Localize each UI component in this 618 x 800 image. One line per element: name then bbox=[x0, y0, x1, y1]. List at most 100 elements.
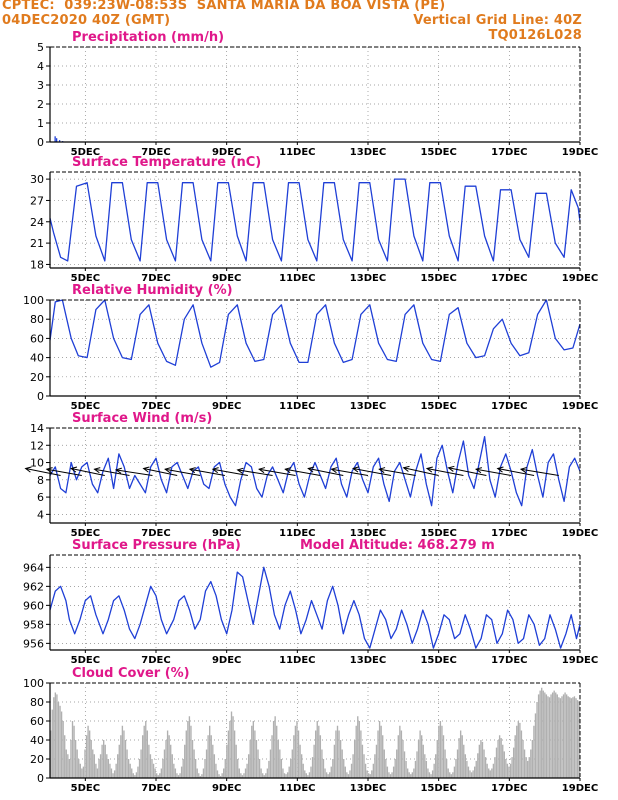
cloud-bar bbox=[336, 725, 339, 778]
wind-arrow-head bbox=[425, 466, 433, 473]
cloud-bar bbox=[528, 757, 530, 778]
panel-1: Surface Temperature (nC) 18 21 24 27 30 5DEC 7D… bbox=[30, 155, 598, 284]
cloud-bar bbox=[313, 744, 315, 778]
cloud-bar bbox=[527, 760, 529, 778]
cloud-bar bbox=[255, 740, 258, 778]
cloud-bar bbox=[383, 749, 385, 778]
cloud-bar bbox=[453, 766, 456, 778]
wind-arrow bbox=[46, 468, 82, 476]
cloud-bar bbox=[498, 735, 501, 778]
cloud-bar bbox=[502, 744, 504, 778]
cloud-bar bbox=[475, 760, 477, 778]
x-tick-label: 15DEC bbox=[420, 273, 456, 284]
cloud-bar bbox=[399, 725, 401, 778]
wind-arrow bbox=[476, 468, 512, 476]
cloud-bar bbox=[425, 760, 428, 778]
cloud-bar bbox=[271, 735, 273, 778]
cloud-bar bbox=[397, 735, 399, 778]
wind-arrow-head bbox=[114, 467, 122, 474]
cloud-bar bbox=[333, 744, 336, 778]
cloud-bar bbox=[171, 754, 173, 778]
cloud-bar bbox=[433, 763, 435, 778]
cloud-bar bbox=[138, 759, 141, 778]
cloud-bar bbox=[251, 725, 253, 778]
cloud-bar bbox=[176, 773, 178, 778]
cloud-bar bbox=[377, 730, 379, 778]
wind-arrow-head bbox=[519, 467, 527, 474]
y-tick-label: 30 bbox=[30, 173, 44, 186]
cloud-bar bbox=[352, 754, 354, 778]
cloud-bar bbox=[209, 725, 211, 778]
cloud-bar bbox=[92, 749, 94, 778]
cloud-bar bbox=[558, 697, 560, 778]
x-tick-label: 7DEC bbox=[141, 273, 170, 284]
precip-bar bbox=[58, 140, 61, 142]
x-tick-label: 19DEC bbox=[562, 783, 598, 794]
y-tick-label: 2 bbox=[37, 98, 44, 111]
cloud-bar bbox=[50, 730, 52, 778]
wind-arrow bbox=[25, 468, 61, 476]
wind-arrow bbox=[426, 468, 464, 476]
cloud-bar bbox=[503, 751, 505, 778]
precip-bar bbox=[54, 136, 56, 142]
x-tick-label: 9DEC bbox=[212, 401, 241, 412]
cloud-bar bbox=[481, 741, 484, 778]
cloud-bar bbox=[494, 757, 496, 778]
cloud-bar bbox=[474, 766, 476, 778]
x-tick-label: 9DEC bbox=[212, 147, 241, 158]
date-header: 04DEC2020 40Z (GMT) bbox=[2, 13, 171, 28]
cloud-bar bbox=[162, 759, 164, 778]
y-tick-label: 80 bbox=[30, 313, 44, 326]
x-tick-label: 9DEC bbox=[212, 528, 241, 539]
wind-arrow bbox=[308, 468, 344, 476]
cloud-bar bbox=[408, 772, 410, 778]
cloud-bar bbox=[458, 738, 460, 778]
cloud-bar bbox=[99, 754, 102, 778]
y-tick-label: 80 bbox=[30, 696, 44, 709]
cloud-bar bbox=[430, 774, 432, 778]
y-tick-label: 12 bbox=[30, 439, 44, 452]
cloud-bar bbox=[347, 774, 350, 778]
cloud-bar bbox=[472, 770, 474, 778]
cloud-bar bbox=[541, 687, 543, 778]
cloud-bar bbox=[121, 725, 124, 778]
cloud-bar bbox=[358, 721, 361, 778]
cloud-bar bbox=[394, 759, 396, 778]
station-header-line1: CPTEC: 039:23W-08:53S SANTA MARIA DA BOA… bbox=[2, 0, 446, 13]
cloud-bar bbox=[329, 772, 331, 778]
cloud-bar bbox=[233, 730, 236, 778]
cloud-bar bbox=[357, 716, 359, 778]
cloud-bar bbox=[238, 768, 240, 778]
cloud-bar bbox=[59, 705, 61, 778]
cloud-bar bbox=[516, 725, 518, 778]
cloud-bar bbox=[68, 759, 71, 778]
cloud-bar bbox=[427, 768, 429, 778]
cloud-bar bbox=[204, 759, 206, 778]
cloud-bar bbox=[419, 730, 421, 778]
cloud-bar bbox=[406, 768, 409, 778]
wind-arrow bbox=[237, 469, 273, 476]
cloud-bar bbox=[371, 770, 373, 778]
cloud-bar bbox=[461, 735, 463, 778]
wind-arrow bbox=[189, 468, 225, 476]
cloud-bar bbox=[241, 775, 244, 778]
cloud-bar bbox=[335, 730, 337, 778]
cloud-bar bbox=[168, 735, 170, 778]
cloud-bar bbox=[53, 697, 55, 778]
cloud-bar bbox=[95, 763, 97, 778]
cloud-bar bbox=[185, 730, 187, 778]
x-tick-label: 15DEC bbox=[420, 528, 456, 539]
panel-2: Relative Humidity (%) 0 20 40 60 80 100 5DEC 7DE… bbox=[23, 283, 598, 412]
wind-arrow-head bbox=[496, 466, 504, 473]
cloud-bar bbox=[268, 760, 270, 778]
cloud-bar bbox=[380, 725, 382, 778]
cloud-bar bbox=[561, 696, 563, 778]
wind-arrow bbox=[403, 467, 439, 476]
cloud-bar bbox=[180, 766, 183, 778]
cloud-bar bbox=[73, 725, 75, 778]
cloud-bar bbox=[308, 772, 311, 778]
cloud-bar bbox=[372, 763, 375, 778]
cloud-bar bbox=[424, 754, 426, 778]
cloud-bar bbox=[120, 735, 122, 778]
